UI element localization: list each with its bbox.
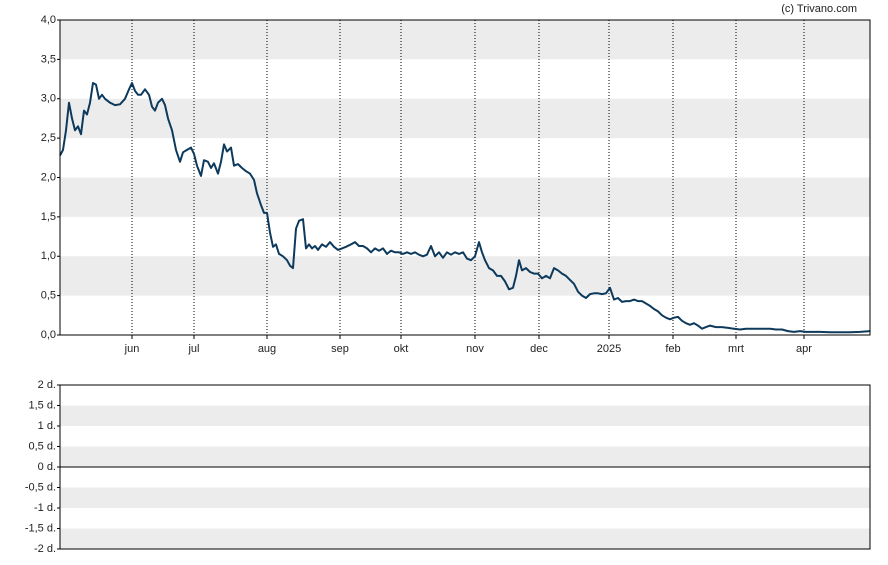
y-tick-label: 1 d. [38,420,56,432]
y-tick-label: 1,5 d. [28,399,56,411]
y-tick-label: 1,5 [41,211,56,223]
x-tick-label: dec [530,343,548,355]
band [60,20,870,60]
x-tick-label: jul [187,343,199,355]
band [60,405,870,426]
band [60,528,870,549]
x-tick-label: okt [394,343,409,355]
x-tick-label: sep [331,343,349,355]
watermark: (c) Trivano.com [781,3,857,15]
y-tick-label: 0,5 [41,290,56,302]
x-tick-label: jun [124,343,140,355]
y-tick-label: -0,5 d. [25,481,56,493]
x-tick-label: apr [796,343,812,355]
plot-frame [59,384,871,550]
band [60,98,870,139]
band [60,487,870,508]
band [60,177,870,217]
y-tick-label: -1,5 d. [25,522,56,534]
y-tick-label: 2 d. [38,379,56,391]
y-tick-label: 0,0 [41,329,56,341]
y-tick-label: -1 d. [34,502,56,514]
plot-frame [59,19,871,336]
y-tick-label: 2,5 [41,132,56,144]
y-tick-label: 0,5 d. [28,440,56,452]
x-tick-label: mrt [728,343,744,355]
band [60,446,870,467]
y-tick-label: 2,0 [41,171,56,183]
x-tick-label: 2025 [597,343,621,355]
y-tick-label: 1,0 [41,250,56,262]
y-tick-label: 3,0 [41,93,56,105]
x-tick-label: feb [665,343,680,355]
y-tick-label: 3,5 [41,53,56,65]
band [60,256,870,296]
y-tick-label: -2 d. [34,543,56,555]
price-line [59,82,871,334]
x-tick-label: nov [466,343,484,355]
y-tick-label: 4,0 [41,14,56,26]
y-tick-label: 0 d. [38,461,56,473]
x-tick-label: aug [258,343,276,355]
